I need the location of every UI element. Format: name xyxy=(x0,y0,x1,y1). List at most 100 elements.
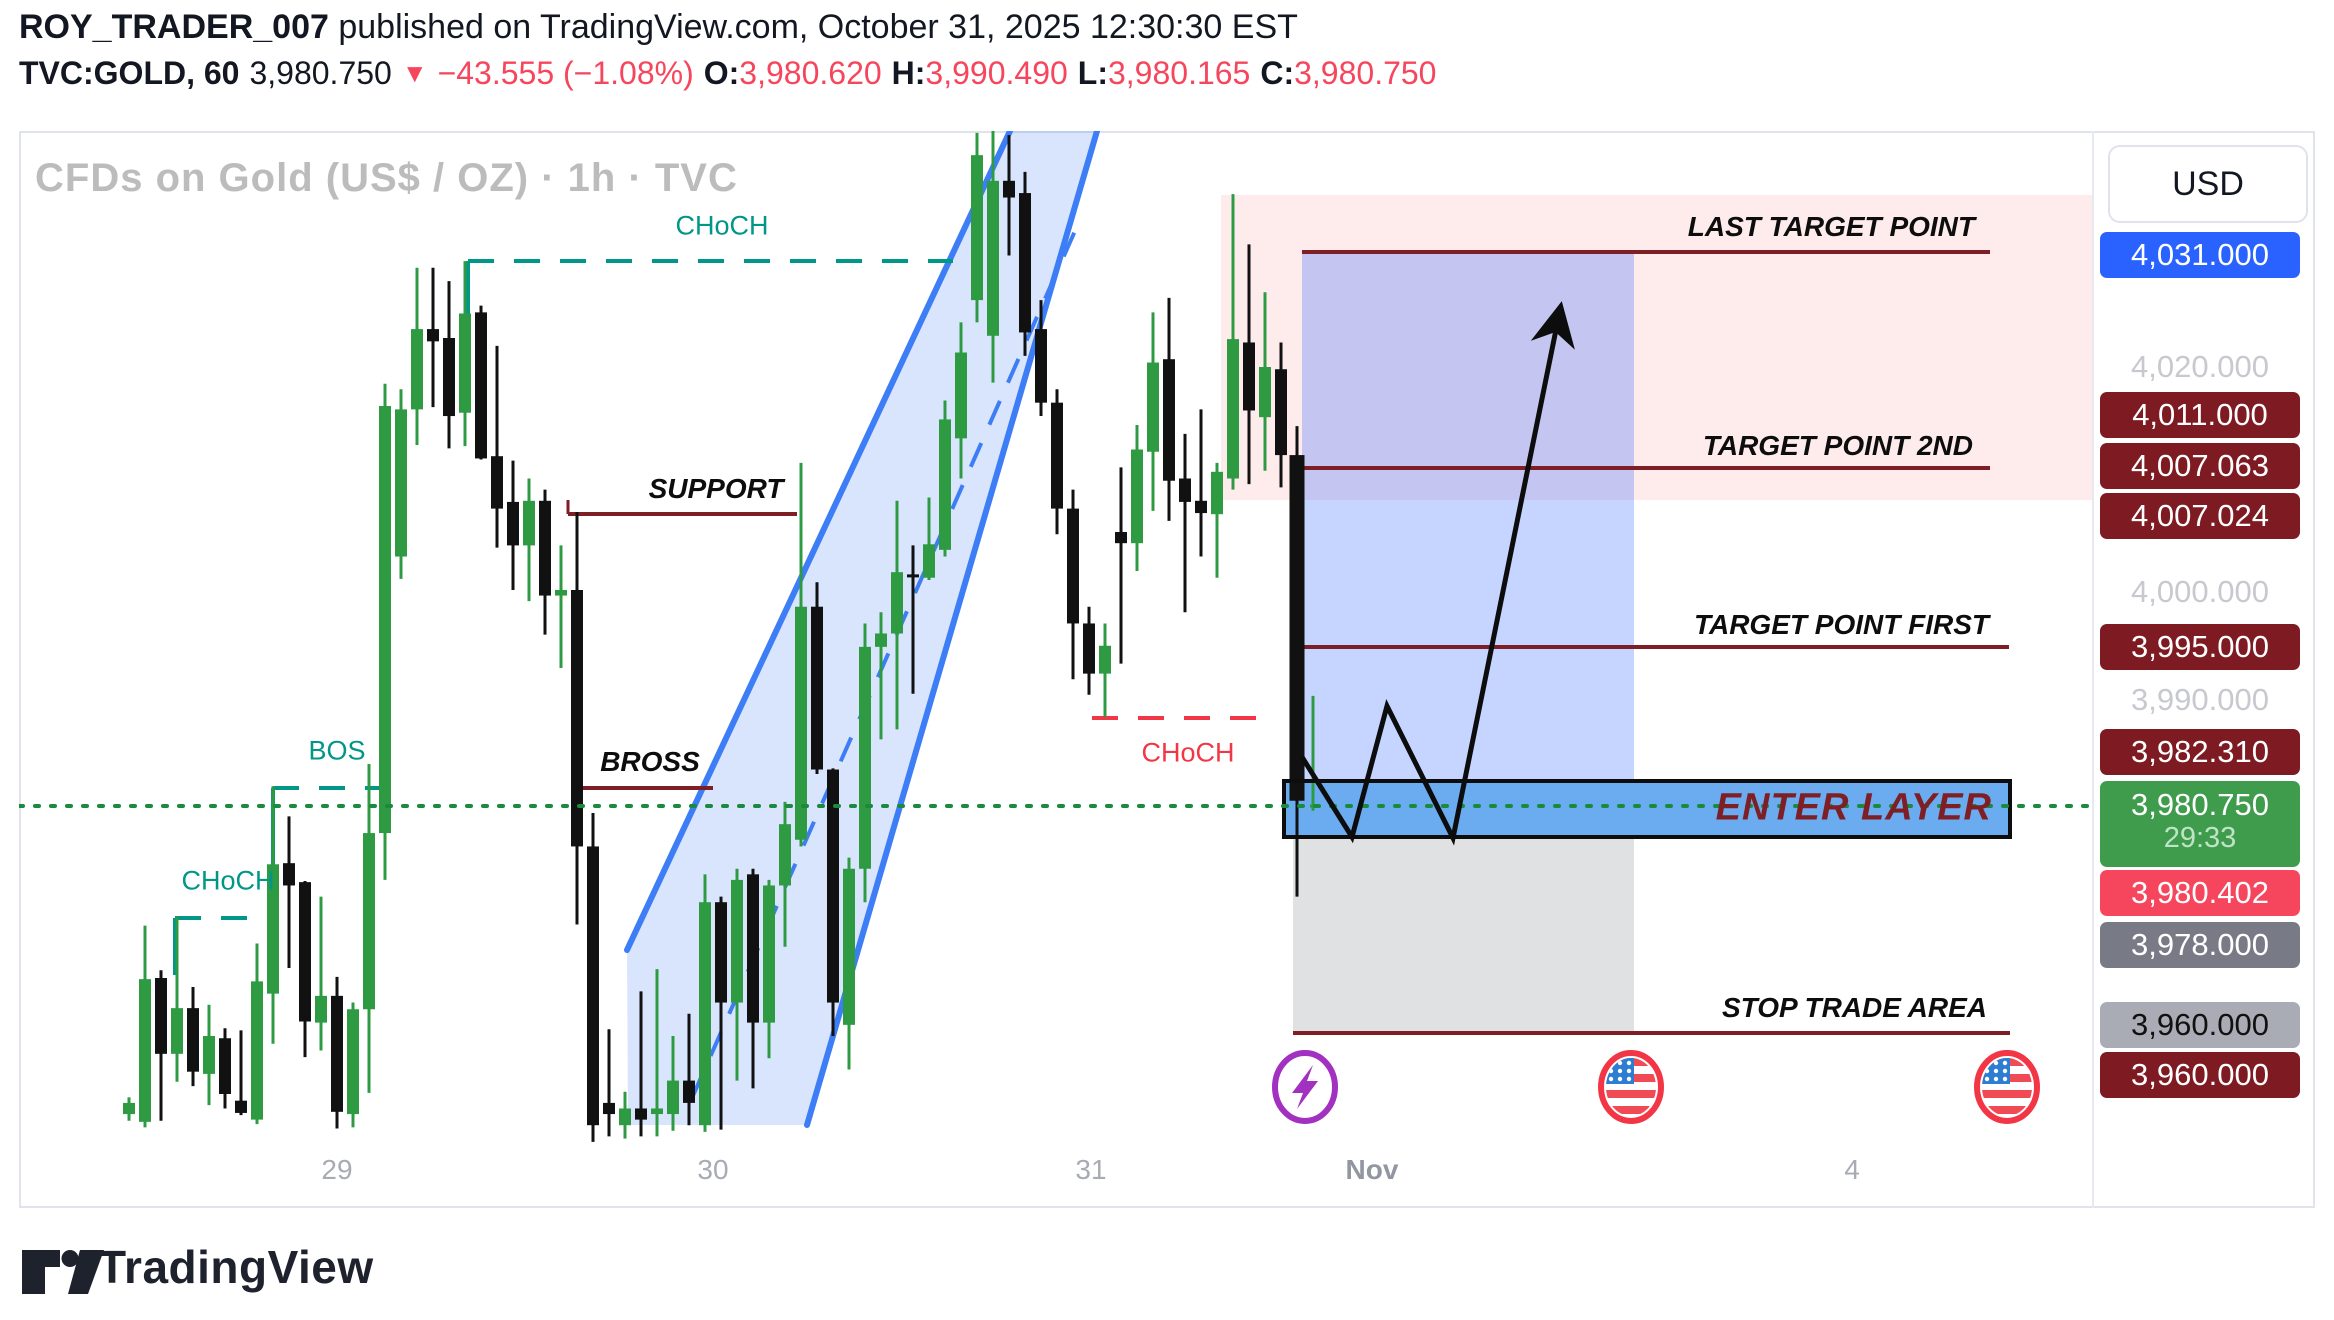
candle-body xyxy=(363,833,375,1010)
candle-body xyxy=(1227,339,1239,479)
candle-body xyxy=(795,606,807,840)
symbol-watermark: CFDs on Gold (US$ / OZ) · 1h · TVC xyxy=(35,156,738,200)
candle-body xyxy=(859,646,871,869)
candle-body xyxy=(539,500,551,596)
support-label[interactable]: SUPPORT xyxy=(648,473,784,504)
ohlc-open: O:3,980.620 xyxy=(703,55,882,91)
time-label-4: 4 xyxy=(1844,1154,1860,1185)
time-label-Nov: Nov xyxy=(1345,1154,1399,1185)
tradingview-logo-icon[interactable] xyxy=(20,1242,110,1302)
candle-body xyxy=(171,1008,183,1054)
candle-body xyxy=(379,406,391,834)
candle-body xyxy=(523,500,535,546)
author-name[interactable]: ROY_TRADER_007 xyxy=(19,8,329,46)
candle-body xyxy=(667,1080,679,1115)
price-label-4031000: 4,031.000 xyxy=(2100,232,2300,278)
time-label-31: 31 xyxy=(1075,1154,1107,1185)
candle-body xyxy=(1051,402,1063,509)
target-first-label[interactable]: TARGET POINT FIRST xyxy=(1693,609,1989,640)
stop-area-label[interactable]: STOP TRADE AREA xyxy=(1722,992,1987,1023)
price-axis-separator xyxy=(2092,131,2094,1208)
candle-body xyxy=(235,1100,247,1113)
candle-body xyxy=(1289,455,1305,801)
candle-body xyxy=(683,1080,695,1103)
price-label-4000000: 4,000.000 xyxy=(2131,574,2269,609)
ohlc-close: C:3,980.750 xyxy=(1260,55,1437,91)
candles[interactable] xyxy=(123,127,1316,1142)
candle-body xyxy=(907,574,919,578)
candle-body xyxy=(731,879,743,1003)
candle-body xyxy=(587,846,599,1126)
price-label-3960000: 3,960.000 xyxy=(2100,1052,2300,1098)
target-zone-pink[interactable] xyxy=(1221,195,2092,500)
candle-body xyxy=(1259,367,1271,418)
candle-body xyxy=(1035,329,1047,403)
candle-body xyxy=(1099,645,1111,674)
channel-line-2[interactable] xyxy=(804,131,1100,1128)
candle-body xyxy=(427,329,439,342)
candle-body xyxy=(1275,369,1287,456)
bross-label[interactable]: BROSS xyxy=(600,746,700,777)
plot-area xyxy=(19,127,2092,1142)
candle-body xyxy=(251,981,263,1120)
candle-body xyxy=(347,1009,359,1115)
path-zone-blue[interactable] xyxy=(1302,252,1634,783)
candle-body xyxy=(875,633,887,647)
ascending-channel-fill[interactable] xyxy=(627,131,1097,1125)
us-flag-icon[interactable] xyxy=(1974,1050,2040,1124)
price-label-3980402: 3,980.402 xyxy=(2100,870,2300,916)
down-arrow-icon: ▼ xyxy=(401,58,428,88)
candle-body xyxy=(1179,478,1191,502)
candle-body xyxy=(1115,532,1127,544)
stop-zone-gray[interactable] xyxy=(1293,837,1634,1033)
enter-layer-box[interactable] xyxy=(1284,781,2010,837)
event-bolt-icon[interactable] xyxy=(1272,1050,1338,1124)
candle-body xyxy=(283,863,295,886)
price-label-3982310: 3,982.310 xyxy=(2100,729,2300,775)
candle-body xyxy=(395,409,407,557)
projection-path-arrow[interactable] xyxy=(1299,301,1575,846)
candle-body xyxy=(331,995,343,1112)
candle-body xyxy=(203,1036,215,1074)
symbol-interval[interactable]: TVC:GOLD, 60 xyxy=(19,55,240,91)
candle-body xyxy=(1211,471,1223,515)
tradingview-wordmark[interactable]: TradingView xyxy=(98,1241,374,1293)
candle-body xyxy=(635,1108,647,1120)
candle-body xyxy=(891,572,903,634)
candle-body xyxy=(187,1008,199,1072)
price-label-4011000: 4,011.000 xyxy=(2100,392,2300,438)
candle-body xyxy=(987,180,999,336)
time-label-29: 29 xyxy=(321,1154,353,1185)
currency-button[interactable]: USD xyxy=(2108,145,2308,223)
chart-frame xyxy=(19,131,2315,1208)
choch-top-label[interactable]: CHoCH xyxy=(675,210,769,241)
candle-body xyxy=(315,995,327,1023)
choch-red-label[interactable]: CHoCH xyxy=(1141,737,1235,768)
candle-body xyxy=(507,501,519,546)
choch-left-label[interactable]: CHoCH xyxy=(181,865,275,896)
candle-body xyxy=(843,868,855,1025)
bos-label[interactable]: BOS xyxy=(308,735,366,766)
candle-body xyxy=(219,1038,231,1094)
channel-line-1[interactable] xyxy=(624,131,1013,953)
us-flag-icon[interactable] xyxy=(1598,1050,1664,1124)
candle-body xyxy=(939,419,951,550)
enter-layer-label[interactable]: ENTER LAYER xyxy=(1715,786,1992,829)
publish-header: ROY_TRADER_007 published on TradingView.… xyxy=(19,8,1298,47)
last-target-label[interactable]: LAST TARGET POINT xyxy=(1687,211,1975,242)
target-2nd-label[interactable]: TARGET POINT 2ND xyxy=(1702,430,1973,461)
candle-body xyxy=(1163,359,1175,481)
candle-body xyxy=(811,606,823,770)
candle-body xyxy=(411,329,423,410)
candle-body xyxy=(1003,180,1015,198)
price-label-3990000: 3,990.000 xyxy=(2131,682,2269,717)
candle-body xyxy=(715,902,727,1003)
candle-body xyxy=(651,1108,663,1115)
candle-body xyxy=(1310,804,1316,808)
candle-body xyxy=(123,1102,135,1115)
candle-body xyxy=(923,544,935,578)
price-label-3980750: 3,980.750 29:33 xyxy=(2100,781,2300,867)
candle-body xyxy=(827,769,839,1003)
candle-body xyxy=(443,338,455,417)
